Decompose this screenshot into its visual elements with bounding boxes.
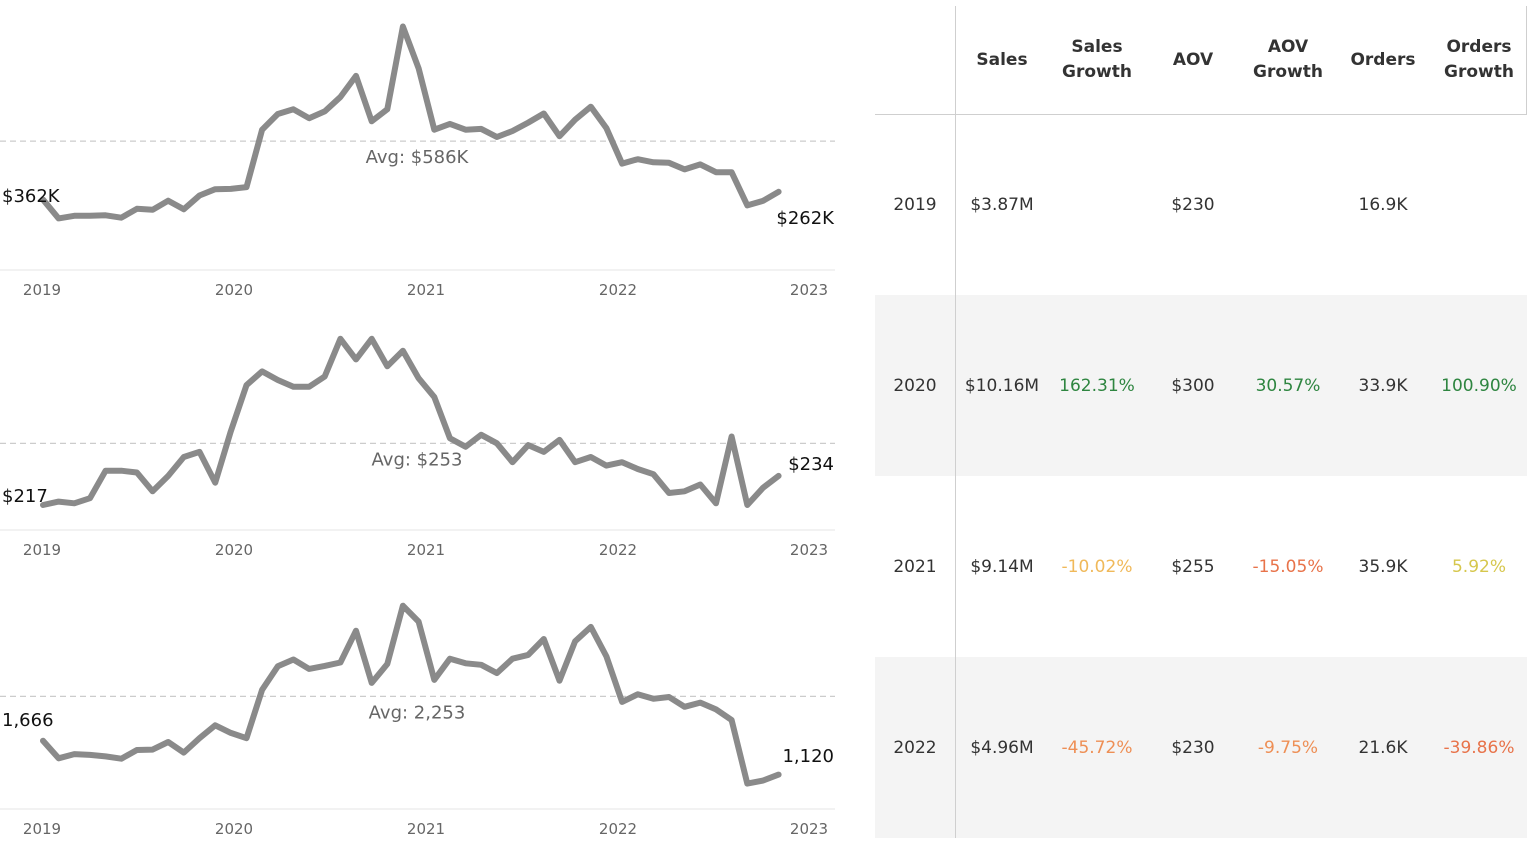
start-value-label: 1,666 bbox=[2, 710, 54, 731]
x-tick-label: 2019 bbox=[23, 281, 61, 299]
x-tick-label: 2020 bbox=[215, 541, 253, 559]
aov-growth-cell: 30.57% bbox=[1255, 375, 1321, 396]
header-sales-growth: Sales Growth bbox=[1062, 37, 1132, 82]
x-tick-label: 2019 bbox=[23, 541, 61, 559]
kpi-table: Sales Sales Growth AOV AOV Growth Orders… bbox=[875, 6, 1527, 838]
header-sales: Sales bbox=[976, 49, 1028, 70]
x-tick-label: 2023 bbox=[790, 541, 828, 559]
orders-cell: 33.9K bbox=[1358, 375, 1408, 396]
header-orders: Orders bbox=[1350, 49, 1416, 70]
x-tick-label: 2022 bbox=[599, 281, 637, 299]
orders-growth-cell bbox=[1431, 114, 1527, 295]
aov-cell: $230 bbox=[1171, 194, 1215, 215]
end-value-label: 1,120 bbox=[782, 746, 834, 767]
table-header: Sales Sales Growth AOV AOV Growth Orders… bbox=[875, 6, 1527, 115]
x-tick-label: 2021 bbox=[407, 541, 445, 559]
year-column-divider bbox=[955, 6, 956, 838]
x-tick-label: 2023 bbox=[790, 820, 828, 838]
x-tick-label: 2021 bbox=[407, 281, 445, 299]
aov-cell: $230 bbox=[1171, 737, 1215, 758]
table-row: 2021 $9.14M -10.02% $255 -15.05% 35.9K 5… bbox=[875, 476, 1527, 657]
orders-growth-cell: -39.86% bbox=[1443, 737, 1515, 758]
orders-growth-cell: 100.90% bbox=[1441, 375, 1517, 396]
aov-growth-cell: -9.75% bbox=[1257, 737, 1319, 758]
sales-cell: $4.96M bbox=[970, 737, 1034, 758]
end-value-label: $234 bbox=[788, 454, 834, 475]
header-aov: AOV bbox=[1172, 49, 1214, 70]
aov-cell: $300 bbox=[1171, 375, 1215, 396]
sales-growth-cell: -45.72% bbox=[1061, 737, 1133, 758]
sales-cell: $10.16M bbox=[964, 375, 1040, 396]
header-aov-growth: AOV Growth bbox=[1253, 37, 1323, 82]
table-row: 2019 $3.87M $230 16.9K bbox=[875, 114, 1527, 295]
x-tick-label: 2020 bbox=[215, 281, 253, 299]
row-band-2020 bbox=[875, 295, 1527, 476]
table-row: 2022 $4.96M -45.72% $230 -9.75% 21.6K -3… bbox=[875, 657, 1527, 838]
line-charts-svg: Avg: $586K $362K $262K 2019 2020 2021 2022 2023… bbox=[0, 23, 835, 838]
start-value-label: $362K bbox=[2, 186, 61, 207]
x-tick-label: 2023 bbox=[790, 281, 828, 299]
series-line-orders bbox=[40, 602, 782, 787]
sales-cell: $9.14M bbox=[970, 556, 1034, 577]
sales-cell: $3.87M bbox=[970, 194, 1034, 215]
year-cell: 2020 bbox=[893, 375, 937, 396]
x-tick-label: 2019 bbox=[23, 820, 61, 838]
year-cell: 2019 bbox=[893, 194, 937, 215]
year-cell: 2021 bbox=[893, 556, 937, 577]
sales-growth-cell: -10.02% bbox=[1061, 556, 1133, 577]
x-tick-label: 2020 bbox=[215, 820, 253, 838]
sales-growth-cell: 162.31% bbox=[1059, 375, 1135, 396]
orders-cell: 21.6K bbox=[1358, 737, 1408, 758]
average-label: Avg: 2,253 bbox=[369, 702, 466, 723]
charts-panel: Avg: $586K $362K $262K 2019 2020 2021 2022 2023… bbox=[0, 23, 835, 838]
aov-growth-cell: -15.05% bbox=[1252, 556, 1324, 577]
series-line-aov bbox=[40, 335, 782, 508]
x-tick-label: 2021 bbox=[407, 820, 445, 838]
end-value-label: $262K bbox=[776, 208, 835, 229]
x-tick-label: 2022 bbox=[599, 820, 637, 838]
series-line-sales bbox=[40, 23, 782, 222]
table-row: 2020 $10.16M 162.31% $300 30.57% 33.9K 1… bbox=[875, 295, 1527, 476]
row-band-2022 bbox=[875, 657, 1527, 838]
average-label: Avg: $253 bbox=[372, 449, 463, 470]
x-tick-label: 2022 bbox=[599, 541, 637, 559]
header-right-border bbox=[1526, 6, 1527, 114]
sales-growth-cell bbox=[1049, 114, 1145, 295]
year-cell: 2022 bbox=[893, 737, 937, 758]
header-orders-growth: Orders Growth bbox=[1444, 37, 1514, 82]
orders-cell: 16.9K bbox=[1358, 194, 1408, 215]
start-value-label: $217 bbox=[2, 486, 48, 507]
average-label: Avg: $586K bbox=[366, 147, 470, 168]
orders-cell: 35.9K bbox=[1358, 556, 1408, 577]
aov-cell: $255 bbox=[1171, 556, 1215, 577]
aov-growth-cell bbox=[1241, 114, 1335, 295]
orders-growth-cell: 5.92% bbox=[1451, 556, 1506, 577]
